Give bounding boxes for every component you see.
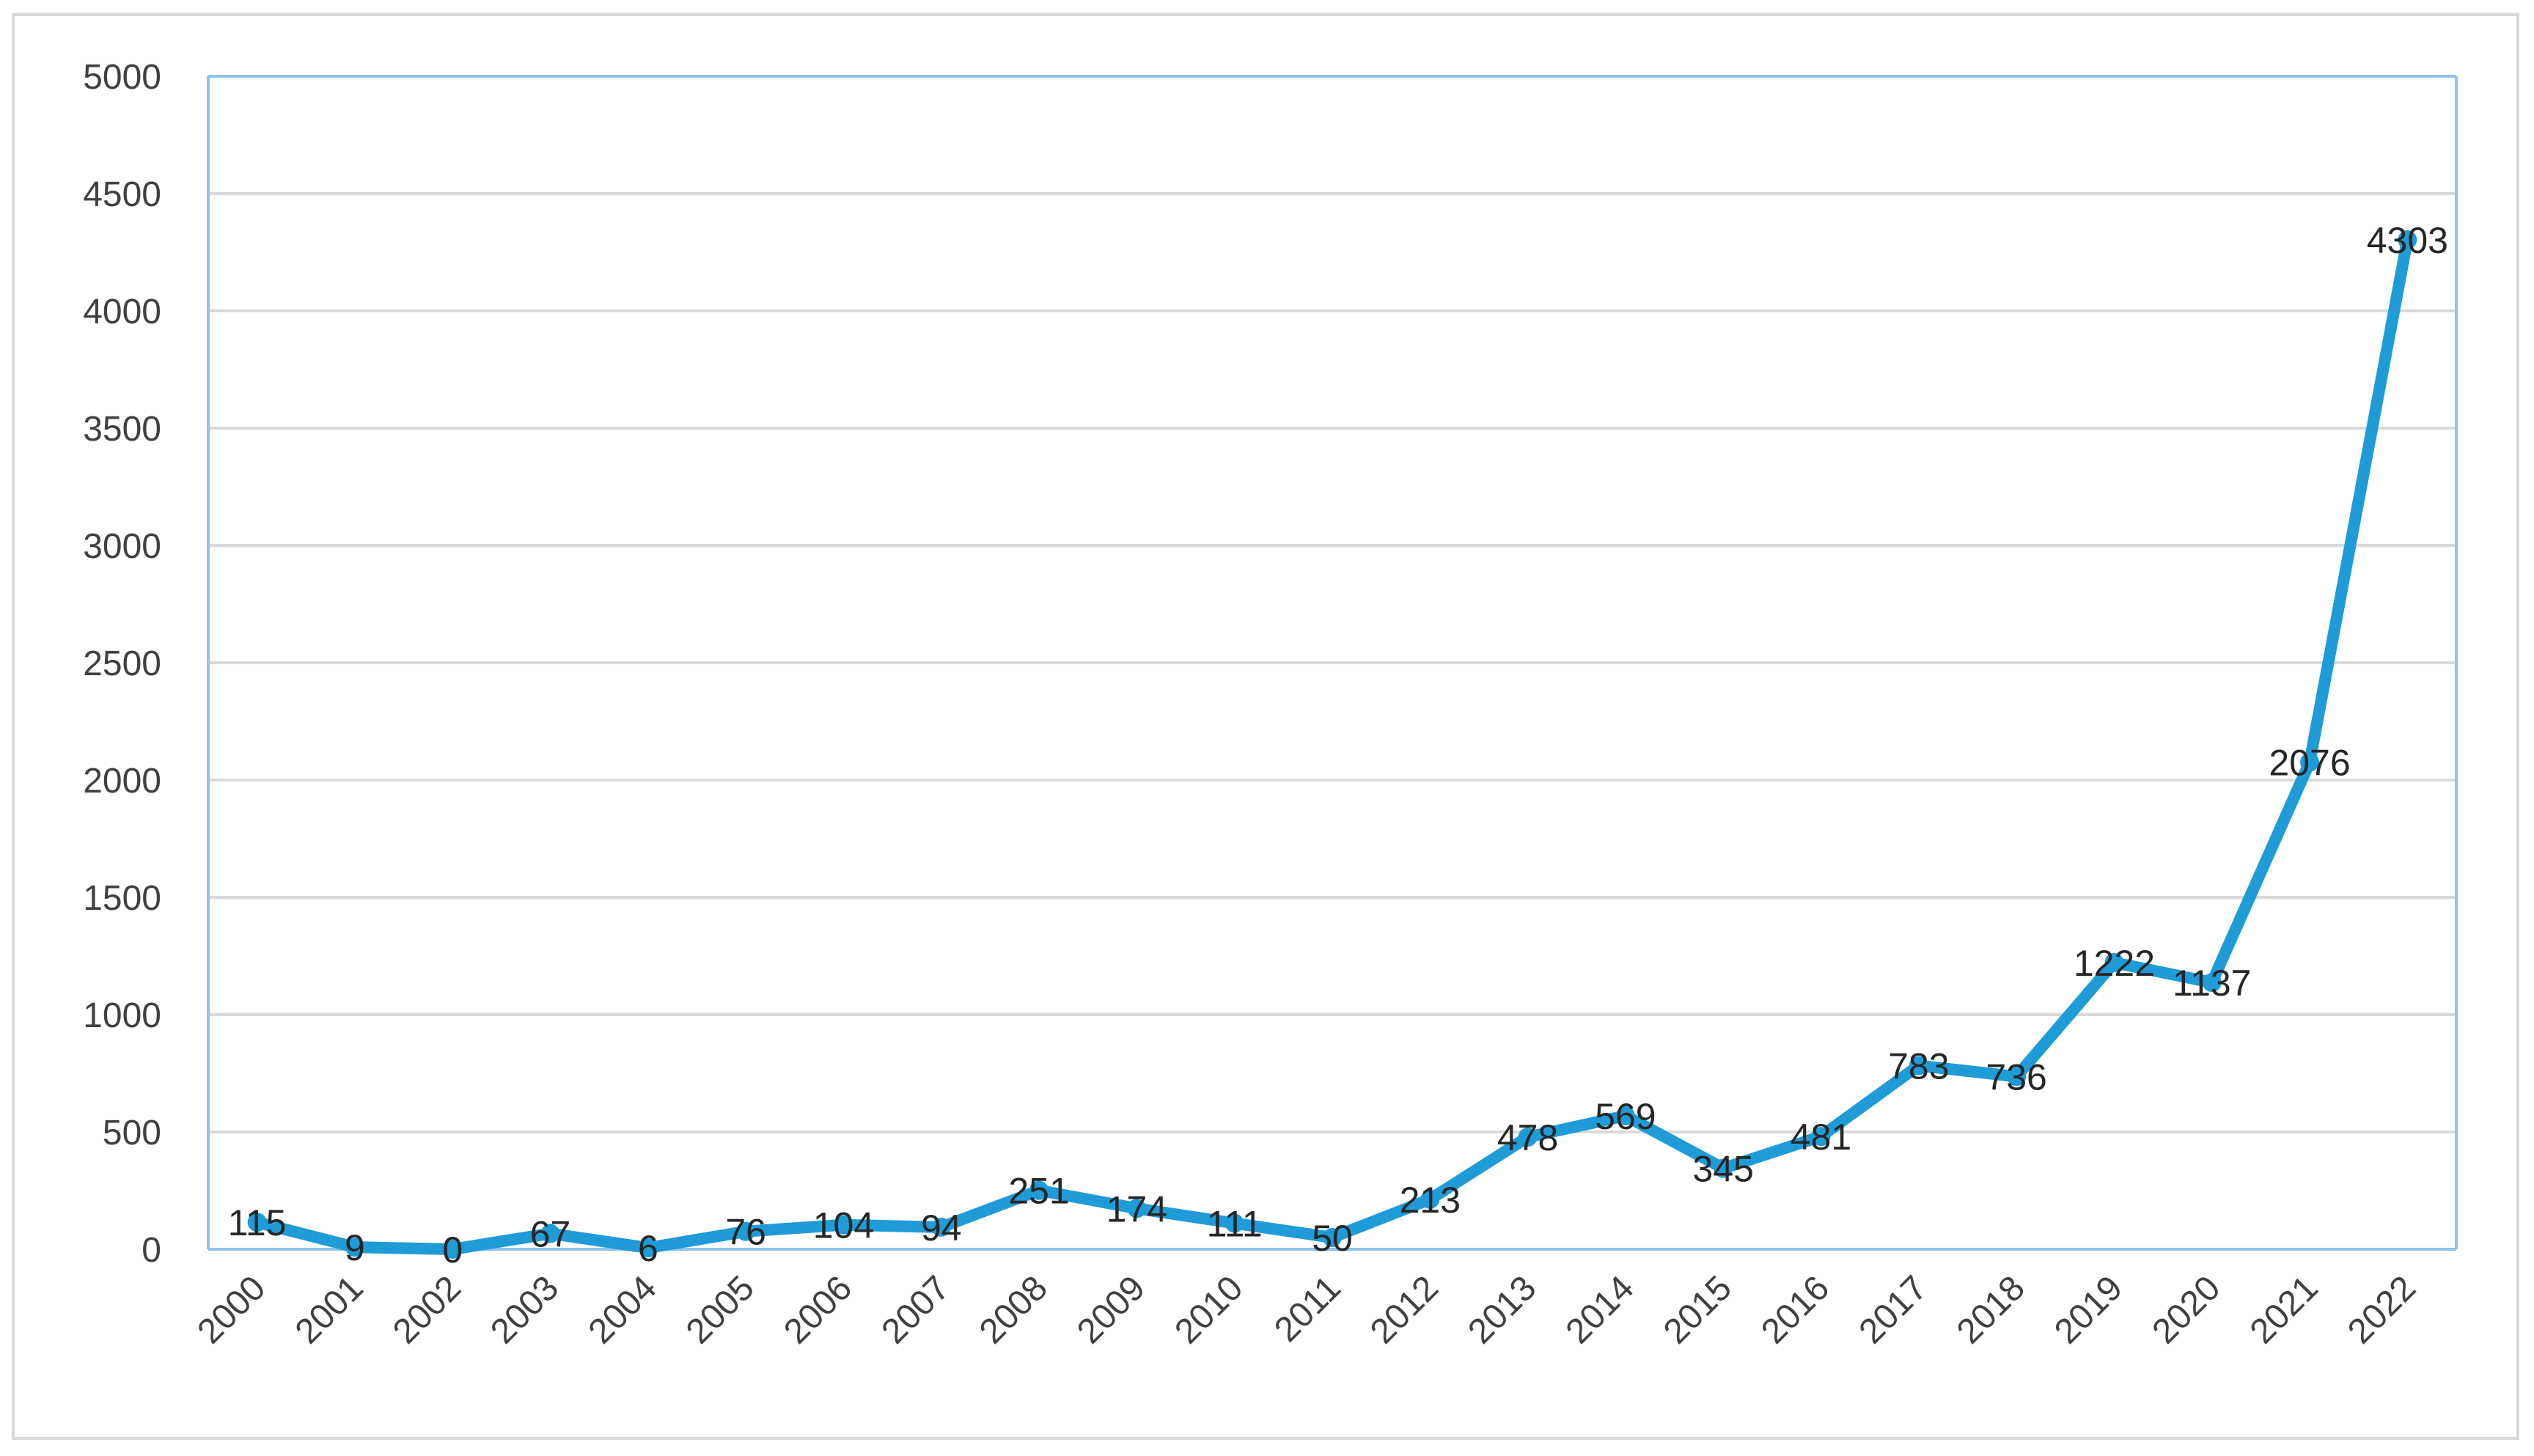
- x-tick-label: 2008: [972, 1268, 1055, 1351]
- data-label: 251: [1008, 1171, 1069, 1212]
- data-point: [2202, 973, 2222, 993]
- data-point: [638, 1238, 658, 1258]
- x-tick-label: 2001: [288, 1268, 371, 1351]
- data-label: 478: [1497, 1117, 1558, 1158]
- x-tick-label: 2011: [1267, 1268, 1348, 1349]
- y-tick-label: 1500: [83, 879, 161, 918]
- data-label: 111: [1207, 1203, 1263, 1244]
- x-axis-tick-labels: 2000 2001 2002 2003 2004 2005 2006 2007 2008 2009…: [190, 1268, 2423, 1351]
- data-point: [2104, 952, 2124, 972]
- data-label: 569: [1595, 1096, 1656, 1137]
- y-tick-label: 4500: [83, 175, 161, 214]
- x-tick-label: 2007: [875, 1268, 958, 1351]
- x-tick-label: 2016: [1754, 1268, 1837, 1351]
- data-label: 736: [1986, 1056, 2046, 1097]
- x-tick-label: 2005: [679, 1268, 762, 1351]
- data-point: [540, 1224, 560, 1243]
- data-label: 67: [530, 1214, 571, 1255]
- data-label: 76: [725, 1212, 766, 1253]
- y-axis-tick-labels: 0 500 1000 1500 2000 2500 3000 3500 4000 4500 5000: [83, 58, 161, 1270]
- data-label: 174: [1106, 1188, 1167, 1229]
- data-label: 213: [1400, 1180, 1461, 1221]
- data-label: 783: [1888, 1045, 1949, 1087]
- x-tick-label: 2012: [1363, 1268, 1446, 1351]
- data-label: 0: [442, 1229, 463, 1271]
- data-label: 104: [813, 1205, 874, 1246]
- data-point: [1909, 1056, 1928, 1076]
- data-point: [1127, 1199, 1147, 1218]
- x-tick-label: 2020: [2145, 1268, 2228, 1351]
- data-point: [247, 1213, 267, 1232]
- data-point: [345, 1238, 364, 1257]
- data-point: [443, 1240, 463, 1259]
- y-tick-label: 2000: [83, 762, 161, 801]
- x-tick-label: 2013: [1461, 1268, 1543, 1351]
- data-point: [2007, 1067, 2027, 1087]
- data-label: 345: [1692, 1149, 1753, 1190]
- x-tick-label: 2006: [776, 1268, 859, 1351]
- data-point: [931, 1217, 951, 1237]
- data-point: [2398, 230, 2417, 250]
- data-label: 9: [345, 1227, 365, 1268]
- data-point: [1420, 1189, 1440, 1209]
- y-tick-label: 4000: [83, 293, 161, 331]
- y-tick-label: 0: [142, 1231, 161, 1270]
- y-tick-label: 3000: [83, 527, 161, 566]
- x-tick-label: 2002: [386, 1268, 469, 1351]
- y-tick-label: 500: [103, 1114, 161, 1152]
- x-tick-label: 2015: [1656, 1268, 1739, 1351]
- data-label: 115: [228, 1202, 287, 1243]
- data-label: 6: [638, 1228, 658, 1269]
- data-label: 1222: [2074, 943, 2155, 984]
- x-tick-label: 2014: [1559, 1268, 1642, 1351]
- x-tick-label: 2010: [1167, 1268, 1250, 1351]
- y-tick-label: 1000: [83, 996, 161, 1035]
- data-label: 2076: [2269, 743, 2350, 784]
- data-point: [834, 1215, 853, 1235]
- series-line: [247, 230, 2417, 1259]
- x-tick-label: 2021: [2243, 1268, 2326, 1351]
- data-point: [736, 1221, 756, 1241]
- x-tick-label: 2019: [2047, 1268, 2130, 1351]
- x-tick-label: 2004: [581, 1268, 664, 1351]
- x-tick-label: 2022: [2340, 1268, 2423, 1351]
- x-tick-label: 2003: [483, 1268, 566, 1351]
- x-tick-label: 2017: [1852, 1268, 1935, 1351]
- data-label: 50: [1312, 1218, 1353, 1259]
- y-tick-label: 5000: [83, 58, 161, 97]
- data-label: 481: [1791, 1117, 1851, 1158]
- x-tick-label: 2009: [1070, 1268, 1153, 1351]
- data-label: 94: [921, 1207, 962, 1249]
- data-point: [2300, 752, 2320, 772]
- data-label: 1137: [2173, 963, 2252, 1004]
- data-point: [1518, 1128, 1538, 1147]
- y-tick-label: 3500: [83, 410, 161, 449]
- data-point: [1224, 1213, 1244, 1233]
- y-tick-label: 2500: [83, 644, 161, 683]
- data-point: [1714, 1158, 1733, 1178]
- data-labels: 115 9 0 67 6 76 104 94 251 174 111 50 213 478 569 345 48…: [228, 220, 2448, 1271]
- data-point: [1615, 1106, 1635, 1125]
- series-line-path: [251, 234, 2414, 1255]
- chart-frame: [12, 13, 2519, 1440]
- x-tick-label: 2018: [1950, 1268, 2032, 1351]
- x-tick-label: 2000: [190, 1268, 273, 1351]
- data-point: [1811, 1127, 1831, 1147]
- data-label: 4303: [2367, 220, 2448, 261]
- data-point: [1323, 1228, 1342, 1247]
- axes: [207, 75, 2458, 1251]
- data-point: [1029, 1180, 1049, 1200]
